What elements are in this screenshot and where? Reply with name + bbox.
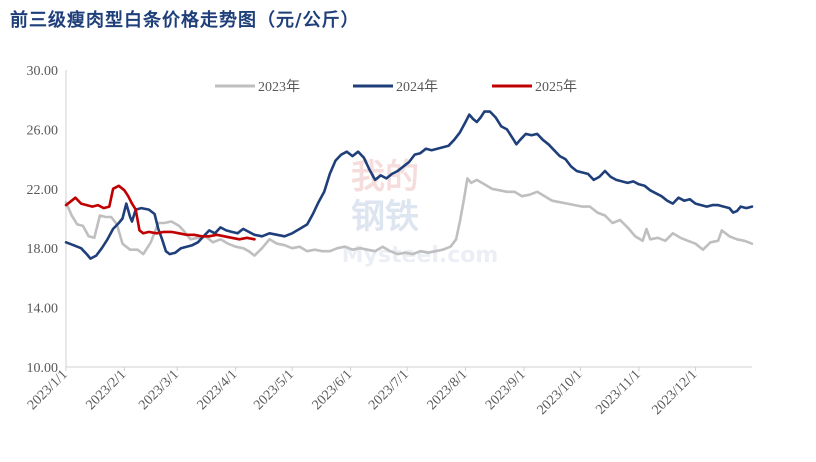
y-tick-label: 30.00 [27,64,59,79]
x-tick-label: 2023/9/1 [483,367,529,413]
x-tick-label: 2023/6/1 [310,367,356,413]
legend-label: 2023年 [258,79,300,95]
legend: 2023年 2024年 2025年 [215,79,577,95]
x-tick-label: 2023/4/1 [195,367,241,413]
watermark-line-2: 钢铁 [351,197,419,237]
x-tick-label: 2023/10/1 [535,367,586,418]
x-tick-label: 2023/11/1 [593,367,643,417]
x-tick-label: 2023/3/1 [136,367,182,413]
watermark: 我的 钢铁 Mysteel.com [342,157,499,268]
y-tick-label: 14.00 [27,302,59,317]
y-tick-label: 22.00 [27,183,59,198]
y-tick-label: 10.00 [27,361,59,376]
series-line-2025 [64,184,256,241]
series-line-2024 [64,110,754,260]
legend-label: 2024年 [396,79,438,95]
y-tick-label: 18.00 [27,242,59,257]
watermark-line-3: Mysteel.com [342,243,499,268]
x-tick-label: 2023/5/1 [251,367,297,413]
x-tick-label: 2023/2/1 [83,367,129,413]
x-tick-label: 2023/7/1 [366,367,412,413]
x-tick-label: 2023/8/1 [425,367,471,413]
x-tick-label: 2023/12/1 [650,367,701,418]
chart-title: 前三级瘦肉型白条价格走势图（元/公斤） [10,10,360,31]
legend-label: 2025年 [535,79,577,95]
x-tick-labels: 2023/1/1 2023/2/1 2023/3/1 2023/4/1 2023/5/1… [25,367,700,418]
series-lines [64,110,754,260]
y-tick-label: 26.00 [27,123,59,138]
series-line-2023 [64,177,754,257]
y-tick-labels: 10.00 14.00 18.00 22.00 26.00 30.00 [27,64,59,376]
